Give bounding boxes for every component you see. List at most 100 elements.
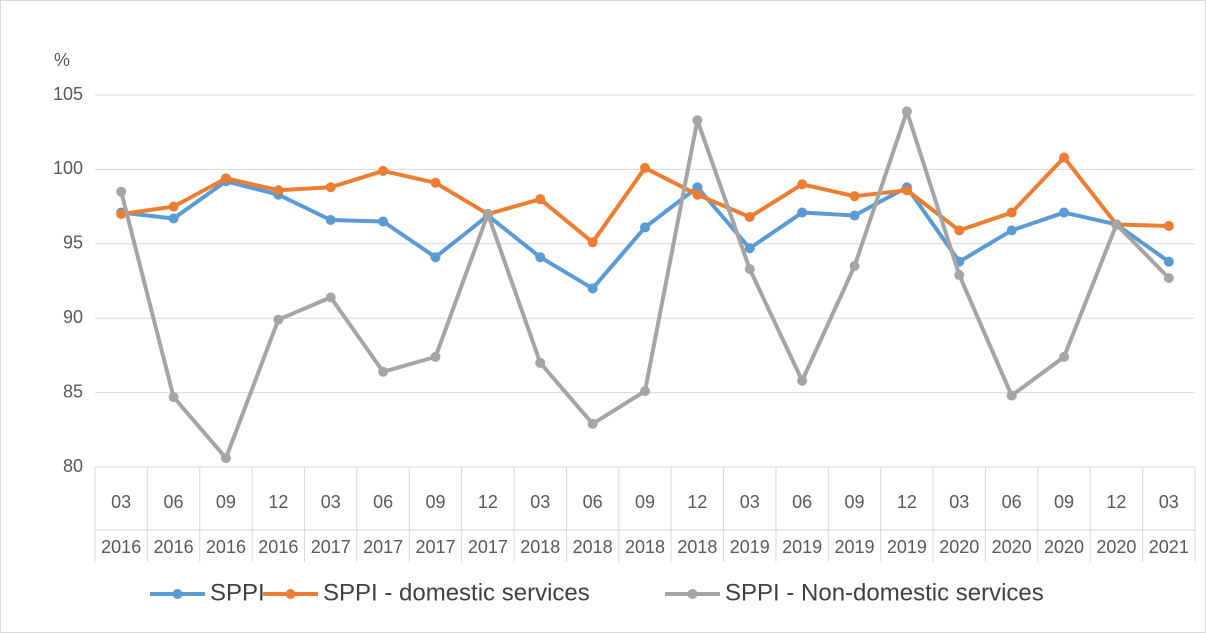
- point: [640, 162, 650, 173]
- x-tick-label-year: 2017: [311, 537, 351, 557]
- point: [168, 201, 179, 212]
- x-tick-label-year: 2018: [677, 537, 717, 557]
- x-tick-label: 06: [583, 492, 603, 512]
- x-tick-label: 09: [635, 492, 655, 512]
- x-tick-label: 06: [792, 492, 812, 512]
- point: [954, 225, 965, 236]
- x-tick-label-year: 2017: [363, 537, 403, 557]
- y-axis-label: %: [54, 50, 70, 70]
- x-tick-label-year: 2019: [730, 537, 770, 557]
- point: [1163, 220, 1174, 231]
- point: [430, 252, 441, 263]
- x-tick-label: 12: [687, 492, 707, 512]
- y-tick-label: 105: [53, 84, 83, 104]
- x-tick-label-year: 2019: [887, 537, 927, 557]
- point: [744, 212, 755, 223]
- point: [1163, 256, 1174, 267]
- legend-marker: [285, 589, 296, 599]
- x-tick-label: 12: [897, 492, 917, 512]
- x-tick-label: 03: [949, 492, 969, 512]
- legend-text: SPPI - Non-domestic services: [725, 579, 1044, 606]
- x-tick-label: 06: [1002, 492, 1022, 512]
- point: [587, 237, 598, 248]
- x-tick-label: 03: [111, 492, 131, 512]
- x-tick-label-year: 2016: [258, 537, 298, 557]
- x-tick-label: 09: [845, 492, 865, 512]
- x-tick-label-year: 2020: [939, 537, 979, 557]
- point: [692, 115, 703, 126]
- x-tick-label: 06: [164, 492, 184, 512]
- x-tick-label-year: 2018: [573, 537, 613, 557]
- point: [1059, 207, 1070, 218]
- point: [1163, 273, 1174, 284]
- x-tick-label-year: 2019: [835, 537, 875, 557]
- point: [378, 165, 389, 176]
- legend-text: SPPI: [210, 579, 265, 606]
- y-tick-label: 85: [63, 381, 83, 401]
- x-tick-label: 03: [1159, 492, 1179, 512]
- point: [378, 216, 389, 227]
- point: [116, 186, 127, 197]
- x-tick-label-year: 2018: [520, 537, 560, 557]
- point: [325, 292, 336, 303]
- point: [849, 191, 860, 202]
- x-tick-label-year: 2016: [154, 537, 194, 557]
- x-tick-label: 12: [478, 492, 498, 512]
- x-tick-label: 09: [425, 492, 445, 512]
- y-tick-label: 90: [63, 307, 83, 327]
- point: [1006, 225, 1017, 236]
- point: [640, 386, 650, 397]
- point: [744, 243, 755, 254]
- x-tick-label: 03: [530, 492, 550, 512]
- x-tick-label-year: 2019: [782, 537, 822, 557]
- legend-marker: [172, 589, 183, 599]
- x-tick-label-year: 2017: [415, 537, 455, 557]
- legend-marker: [687, 589, 698, 599]
- point: [901, 106, 912, 117]
- legend-text: SPPI - domestic services: [323, 579, 590, 606]
- point: [168, 392, 179, 403]
- point: [430, 351, 441, 362]
- point: [378, 366, 389, 377]
- x-tick-label: 06: [373, 492, 393, 512]
- point: [482, 209, 493, 220]
- point: [116, 209, 127, 220]
- point: [325, 182, 336, 193]
- x-tick-label: 09: [1054, 492, 1074, 512]
- point: [535, 357, 546, 368]
- x-tick-label-year: 2016: [206, 537, 246, 557]
- point: [168, 213, 179, 224]
- point: [849, 261, 860, 272]
- point: [325, 214, 336, 225]
- x-tick-label: 12: [1106, 492, 1126, 512]
- point: [587, 418, 598, 429]
- point: [1111, 219, 1122, 230]
- x-tick-label-year: 2016: [101, 537, 141, 557]
- x-tick-label-year: 2020: [992, 537, 1032, 557]
- point: [797, 179, 808, 190]
- y-tick-label: 95: [63, 233, 83, 253]
- point: [220, 453, 231, 464]
- point: [587, 283, 598, 294]
- point: [797, 375, 808, 386]
- point: [1006, 207, 1017, 218]
- point: [797, 207, 808, 218]
- x-tick-label: 09: [216, 492, 236, 512]
- x-tick-label-year: 2017: [468, 537, 508, 557]
- point: [273, 314, 284, 325]
- point: [640, 222, 650, 233]
- point: [1059, 351, 1070, 362]
- x-tick-label-year: 2021: [1149, 537, 1189, 557]
- point: [535, 252, 546, 263]
- x-tick-label: 03: [740, 492, 760, 512]
- point: [430, 177, 441, 188]
- point: [273, 185, 284, 196]
- x-tick-label-year: 2018: [625, 537, 665, 557]
- y-tick-label: 80: [63, 456, 83, 476]
- x-tick-label-year: 2020: [1096, 537, 1136, 557]
- x-tick-label: 12: [268, 492, 288, 512]
- y-tick-label: 100: [53, 158, 83, 178]
- point: [849, 210, 860, 221]
